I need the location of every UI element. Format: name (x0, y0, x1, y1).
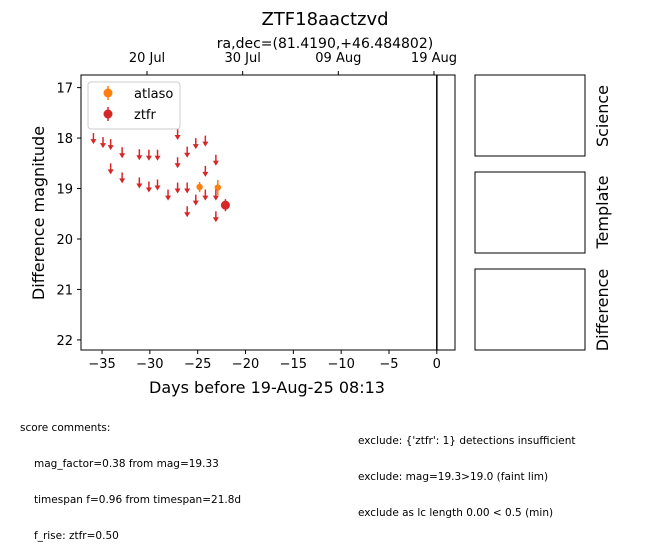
upper-limit-arrow (174, 163, 181, 169)
upper-limit-arrow (90, 139, 97, 145)
y-tick-label: 18 (56, 132, 73, 147)
y-tick-label: 19 (56, 183, 73, 198)
upper-limit-arrow (184, 188, 191, 194)
upper-limit-arrow (154, 185, 161, 191)
upper-limit-arrow (165, 195, 172, 201)
top-tick-label: 20 Jul (129, 51, 165, 66)
upper-limit-arrow (100, 143, 106, 149)
legend-label-ztfr: ztfr (134, 108, 156, 123)
data-point (220, 200, 230, 210)
upper-limit-arrow (184, 152, 191, 158)
upper-limit-arrow (202, 195, 209, 201)
y-tick-label: 20 (56, 233, 73, 248)
upper-limit-arrow (212, 217, 219, 223)
legend-label-atlaso: atlaso (134, 87, 173, 102)
y-axis-label: Difference magnitude (29, 126, 48, 300)
score-comment-line: mag_factor=0.38 from mag=19.33 (34, 458, 219, 470)
exclude-comment-line: exclude: {'ztfr': 1} detections insuffic… (358, 435, 576, 447)
science-panel-label: Science (593, 85, 612, 147)
x-tick-label: −30 (136, 357, 163, 372)
exclude-comment-line: exclude as lc length 0.00 < 0.5 (min) (358, 507, 554, 519)
upper-limit-arrow (192, 144, 199, 150)
score-comments-header: score comments: (20, 422, 111, 434)
upper-limit-arrow (212, 195, 219, 201)
chart-title: ZTF18aactzvd (261, 9, 388, 30)
x-tick-label: −5 (379, 357, 398, 372)
x-tick-label: −10 (327, 357, 354, 372)
plot-frame (80, 74, 456, 351)
top-tick-label: 30 Jul (224, 51, 260, 66)
y-tick-label: 21 (56, 283, 73, 298)
data-point (214, 184, 221, 191)
data-point (196, 183, 203, 191)
upper-limit-arrow (119, 153, 126, 159)
upper-limit-arrow (107, 145, 114, 151)
science-panel (474, 74, 586, 157)
upper-limit-arrow (136, 183, 143, 189)
upper-limit-arrow (174, 135, 181, 141)
upper-limit-arrow (212, 160, 219, 166)
legend: atlaso ztfr (87, 81, 181, 130)
score-comment-line: f_rise: ztfr=0.50 (34, 530, 119, 542)
plot-area: −35 −30 −25 −20 −15 −10 −5 0 17 18 19 20 21 22 20 Jul 3… (56, 51, 457, 372)
difference-panel-label: Difference (593, 269, 612, 351)
legend-marker-atlaso (103, 86, 113, 100)
exclude-comments: exclude: {'ztfr': 1} detections insuffic… (358, 411, 576, 531)
upper-limit-arrow (136, 155, 143, 161)
x-axis-label: Days before 19-Aug-25 08:13 (149, 378, 385, 397)
template-panel (474, 171, 586, 254)
upper-limit-arrow (145, 187, 152, 193)
upper-limit-arrow (202, 171, 209, 177)
legend-marker-ztfr (103, 107, 113, 121)
x-tick-label: −15 (280, 357, 307, 372)
top-tick-label: 19 Aug (411, 51, 457, 66)
upper-limit-arrow (202, 141, 209, 147)
difference-panel (474, 268, 586, 351)
y-tick-label: 22 (56, 334, 73, 349)
figure: ZTF18aactzvd ra,dec=(81.4190,+46.484802)… (29, 9, 612, 397)
upper-limit-arrow (192, 200, 199, 206)
template-panel-label: Template (593, 175, 612, 249)
upper-limit-arrow (174, 188, 181, 194)
x-tick-label: −25 (184, 357, 211, 372)
y-tick-label: 17 (56, 82, 73, 97)
upper-limit-arrow (119, 178, 126, 184)
upper-limit-arrow (154, 155, 161, 161)
score-comments: score comments: mag_factor=0.38 from mag… (20, 398, 241, 554)
upper-limit-arrow (184, 212, 191, 218)
upper-limit-arrow (107, 169, 114, 175)
exclude-comment-line: exclude: mag=19.3>19.0 (faint lim) (358, 471, 549, 483)
top-tick-label: 09 Aug (315, 51, 361, 66)
upper-limit-arrow (145, 155, 152, 161)
x-tick-label: −35 (88, 357, 115, 372)
chart-subtitle: ra,dec=(81.4190,+46.484802) (217, 36, 433, 52)
x-tick-label: −20 (232, 357, 259, 372)
score-comment-line: timespan f=0.96 from timespan=21.8d (34, 494, 242, 506)
x-tick-label: 0 (433, 357, 441, 372)
